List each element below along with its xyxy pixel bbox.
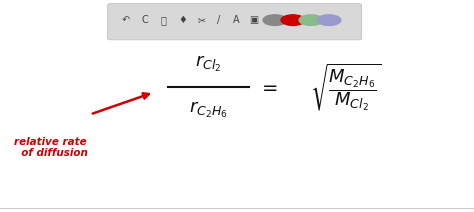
Text: $r_{C_2H_6}$: $r_{C_2H_6}$ xyxy=(189,100,228,120)
Circle shape xyxy=(299,15,323,25)
Text: ♦: ♦ xyxy=(178,15,187,25)
FancyBboxPatch shape xyxy=(108,4,362,40)
Text: ✂: ✂ xyxy=(197,15,206,25)
Circle shape xyxy=(281,15,305,25)
Text: $\sqrt{\dfrac{M_{C_2H_6}}{M_{Cl_2}}}$: $\sqrt{\dfrac{M_{C_2H_6}}{M_{Cl_2}}}$ xyxy=(310,61,382,113)
Text: relative rate
  of diffusion: relative rate of diffusion xyxy=(14,137,88,158)
Text: ⤳: ⤳ xyxy=(161,15,166,25)
Text: /: / xyxy=(218,15,220,25)
Text: $r_{Cl_2}$: $r_{Cl_2}$ xyxy=(195,54,222,74)
Text: C: C xyxy=(141,15,148,25)
Text: $=$: $=$ xyxy=(258,77,278,96)
Text: ↶: ↶ xyxy=(121,15,130,25)
Text: A: A xyxy=(233,15,239,25)
Circle shape xyxy=(263,15,287,25)
Circle shape xyxy=(317,15,341,25)
Text: ▣: ▣ xyxy=(249,15,258,25)
